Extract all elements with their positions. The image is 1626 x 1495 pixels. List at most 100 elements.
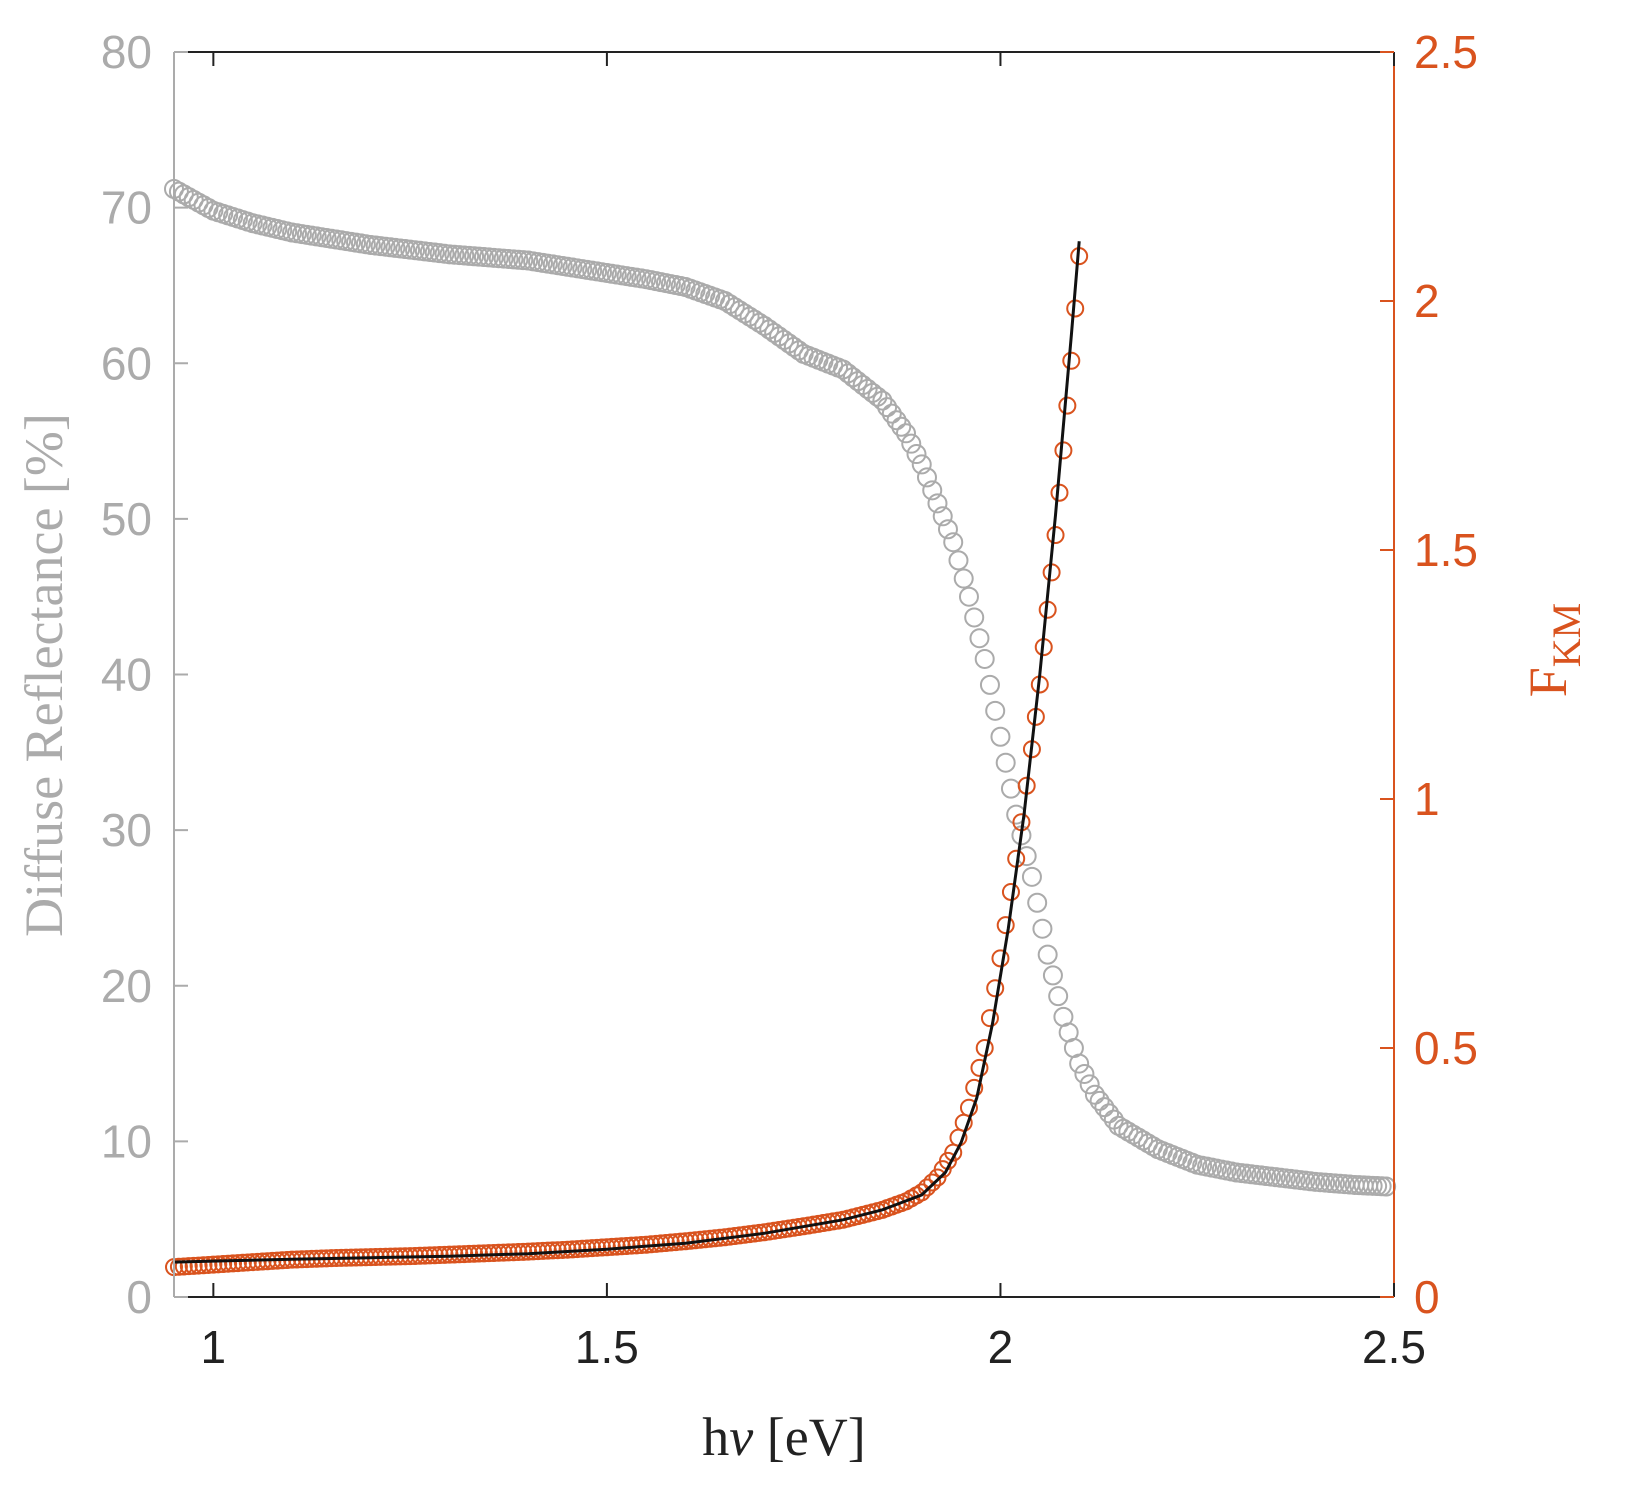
reflectance-point: [739, 306, 760, 327]
fkm-point: [204, 1255, 223, 1274]
left-tick-label: 10: [101, 1115, 152, 1167]
reflectance-point: [1084, 1084, 1105, 1105]
reflectance-point: [943, 532, 964, 553]
reflectance-point: [1118, 1121, 1139, 1142]
left-axis-ticks: 0 10 20 30 40 50 60 70 80: [101, 26, 188, 1323]
fkm-point: [233, 1253, 252, 1272]
reflectance-point: [896, 423, 916, 444]
reflectance-point: [1123, 1124, 1144, 1145]
fkm-point: [179, 1257, 198, 1276]
fkm-point: [224, 1254, 243, 1273]
left-tick-label: 60: [101, 337, 152, 389]
fkm-point: [479, 1244, 498, 1263]
right-tick-label: 1: [1414, 773, 1440, 825]
left-axis-title: Diffuse Reflectance [%]: [14, 413, 74, 937]
reflectance-point: [990, 726, 1011, 747]
reflectance-series: [164, 178, 1397, 1197]
fkm-point: [499, 1243, 518, 1262]
right-axis-ticks: 0 0.5 1 1.5 2 2.5: [1380, 26, 1478, 1323]
fkm-point: [991, 949, 1010, 968]
x-tick-label: 1: [201, 1321, 227, 1373]
fkm-point: [1054, 441, 1073, 460]
fkm-point: [214, 1255, 233, 1274]
reflectance-point: [744, 309, 765, 330]
x-axis-title-symbol: ν: [729, 1407, 753, 1467]
reflectance-point: [872, 390, 893, 411]
left-tick-label: 50: [101, 493, 152, 545]
fkm-point: [917, 1178, 936, 1197]
reflectance-point: [783, 336, 804, 357]
reflectance-point: [714, 291, 735, 311]
x-axis-title-suffix: [eV]: [753, 1407, 865, 1467]
reflectance-point: [911, 454, 932, 475]
reflectance-point: [764, 322, 785, 343]
fkm-point: [980, 1009, 999, 1028]
reflectance-point: [774, 329, 794, 350]
reflectance-point: [937, 519, 958, 540]
right-tick-label: 2: [1414, 275, 1440, 327]
reflectance-point: [881, 403, 902, 424]
fkm-point: [489, 1243, 508, 1262]
reflectance-point: [1113, 1118, 1134, 1139]
fkm-point: [189, 1256, 208, 1275]
x-tick-label: 2.5: [1362, 1321, 1426, 1373]
reflectance-point: [1074, 1063, 1095, 1084]
reflectance-point: [1133, 1130, 1154, 1151]
reflectance-point: [734, 303, 755, 324]
reflectance-point: [1089, 1090, 1110, 1111]
reflectance-point: [1048, 986, 1069, 1007]
fkm-point: [194, 1256, 213, 1275]
reflectance-point: [877, 397, 898, 418]
left-tick-label: 80: [101, 26, 152, 78]
reflectance-point: [969, 628, 990, 649]
fkm-point: [923, 1173, 942, 1192]
reflectance-point: [1032, 918, 1053, 939]
left-tick-label: 30: [101, 804, 152, 856]
reflectance-point: [922, 480, 943, 501]
left-tick-label: 40: [101, 649, 152, 701]
reflectance-point: [769, 326, 790, 347]
fkm-fit-line: [173, 241, 1081, 1264]
reflectance-point: [985, 700, 1006, 721]
right-axis-title-sub: KM: [1544, 603, 1589, 667]
reflectance-point: [958, 586, 979, 607]
reflectance-point: [719, 294, 740, 315]
reflectance-point: [1069, 1053, 1090, 1074]
reflectance-point: [1376, 1176, 1397, 1197]
reflectance-point: [927, 493, 948, 514]
fkm-point: [238, 1253, 257, 1272]
right-axis-title-main: F: [1518, 667, 1578, 697]
fkm-point: [248, 1252, 267, 1271]
reflectance-point: [948, 550, 969, 571]
reflectance-point: [724, 297, 745, 318]
left-tick-label: 70: [101, 182, 152, 234]
plot-area: [174, 52, 1394, 1297]
fkm-point: [965, 1078, 984, 1097]
reflectance-point: [886, 410, 907, 431]
reflectance-point: [759, 319, 780, 340]
fkm-point: [524, 1242, 543, 1261]
fkm-point: [996, 916, 1015, 935]
reflectance-point: [1021, 866, 1042, 887]
fkm-point: [484, 1243, 503, 1262]
reflectance-point: [1042, 965, 1063, 986]
right-tick-label: 2.5: [1414, 26, 1478, 78]
reflectance-point: [1099, 1103, 1120, 1124]
fkm-point: [243, 1253, 262, 1272]
fkm-point: [169, 1257, 188, 1276]
fkm-point: [228, 1254, 247, 1273]
reflectance-point: [953, 568, 974, 589]
fkm-point: [986, 979, 1005, 998]
fkm-point: [219, 1254, 238, 1273]
fkm-point: [970, 1058, 989, 1077]
reflectance-point: [1037, 944, 1058, 965]
fkm-point: [184, 1256, 203, 1275]
reflectance-point: [901, 433, 922, 454]
right-axis-title: FKM: [1518, 603, 1589, 698]
fkm-point: [174, 1257, 193, 1276]
reflectance-point: [778, 333, 799, 354]
reflectance-point: [974, 648, 995, 669]
x-tick-label: 2: [988, 1321, 1014, 1373]
reflectance-point: [1108, 1115, 1129, 1136]
reflectance-point: [995, 752, 1016, 773]
